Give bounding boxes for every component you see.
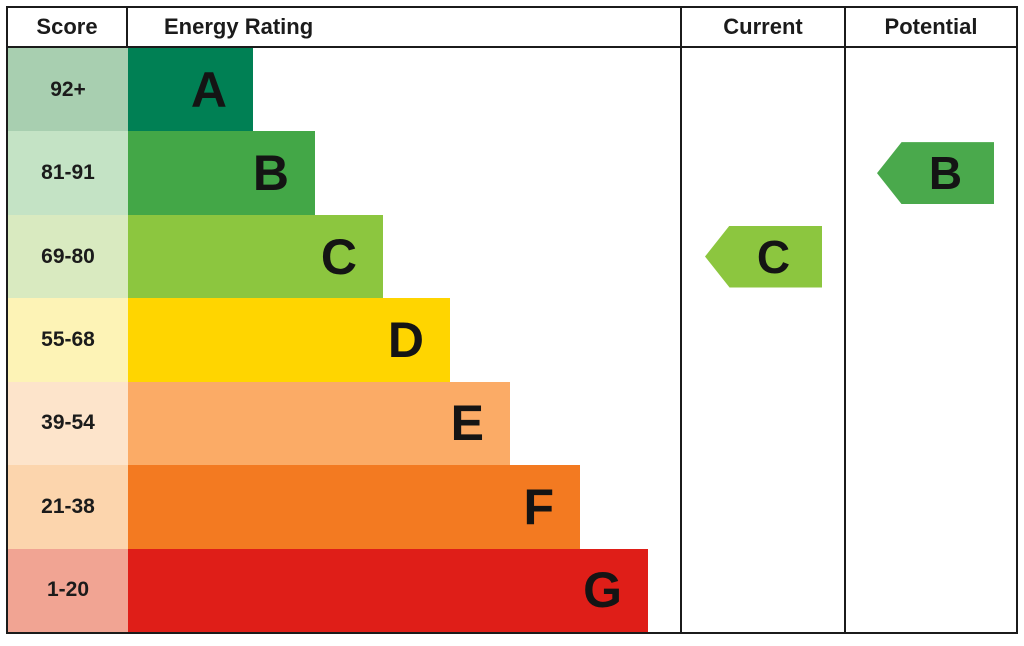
- rating-bar: C: [128, 214, 383, 299]
- current-cell: [682, 48, 846, 132]
- rating-letter: C: [320, 228, 357, 285]
- score-label: 21-38: [41, 494, 95, 518]
- score-label: 55-68: [41, 327, 95, 351]
- band-row: 55-68 D: [8, 298, 1016, 382]
- potential-rating-arrow: B: [877, 142, 994, 205]
- potential-cell: [846, 549, 1016, 632]
- header-energy-rating: Energy Rating: [128, 8, 682, 46]
- bar-area: D: [128, 298, 682, 382]
- score-cell: 1-20: [8, 548, 128, 632]
- bar-area: F: [128, 465, 682, 549]
- current-cell: C: [682, 214, 846, 299]
- bar-area: E: [128, 381, 682, 466]
- score-cell: 55-68: [8, 298, 128, 382]
- rating-bar: A: [128, 48, 253, 132]
- current-cell: [682, 548, 846, 632]
- rating-letter: E: [450, 395, 484, 452]
- current-cell: [682, 381, 846, 466]
- current-rating-letter: C: [756, 230, 791, 283]
- band-row: 69-80 C C: [8, 214, 1016, 299]
- band-row: 39-54 E: [8, 381, 1016, 466]
- score-cell: 39-54: [8, 381, 128, 466]
- current-cell: [682, 131, 846, 215]
- band-row: 92+ A: [8, 48, 1016, 132]
- current-cell: [682, 298, 846, 382]
- score-label: 39-54: [41, 411, 95, 435]
- potential-cell: [846, 382, 1016, 465]
- band-row: 21-38 F: [8, 465, 1016, 549]
- rating-bar: E: [128, 381, 510, 466]
- epc-chart: Score Energy Rating Current Potential 92…: [6, 6, 1018, 634]
- score-label: 1-20: [46, 578, 90, 602]
- rating-bar: G: [128, 548, 648, 632]
- potential-rating-letter: B: [928, 147, 963, 200]
- rating-bar: D: [128, 298, 450, 382]
- current-rating-arrow: C: [705, 225, 822, 288]
- potential-cell: B: [846, 131, 1016, 214]
- score-label: 81-91: [41, 161, 95, 185]
- score-label: 92+: [50, 77, 86, 101]
- rating-letter: F: [523, 478, 554, 535]
- bar-area: G: [128, 548, 682, 632]
- rating-letter: B: [252, 145, 289, 202]
- potential-cell: [846, 298, 1016, 381]
- header-score: Score: [8, 8, 128, 46]
- score-cell: 92+: [8, 48, 128, 132]
- bar-area: C: [128, 214, 682, 299]
- band-row: 1-20 G: [8, 548, 1016, 632]
- header-row: Score Energy Rating Current Potential: [8, 8, 1016, 48]
- potential-cell: [846, 215, 1016, 298]
- bands-area: 92+ A 81-91 B B 69-80 C C: [8, 48, 1016, 632]
- potential-cell: [846, 465, 1016, 548]
- rating-letter: G: [583, 562, 622, 619]
- header-potential: Potential: [884, 14, 978, 39]
- score-cell: 21-38: [8, 465, 128, 549]
- rating-bar: B: [128, 131, 315, 215]
- rating-bar: F: [128, 465, 580, 549]
- rating-letter: D: [387, 311, 424, 368]
- rating-letter: A: [190, 61, 227, 118]
- header-current: Current: [682, 8, 846, 46]
- bar-area: A: [128, 48, 682, 132]
- score-label: 69-80: [41, 244, 95, 268]
- current-cell: [682, 465, 846, 549]
- score-cell: 81-91: [8, 131, 128, 215]
- score-cell: 69-80: [8, 214, 128, 299]
- band-row: 81-91 B B: [8, 131, 1016, 215]
- potential-cell: [846, 48, 1016, 131]
- bar-area: B: [128, 131, 682, 215]
